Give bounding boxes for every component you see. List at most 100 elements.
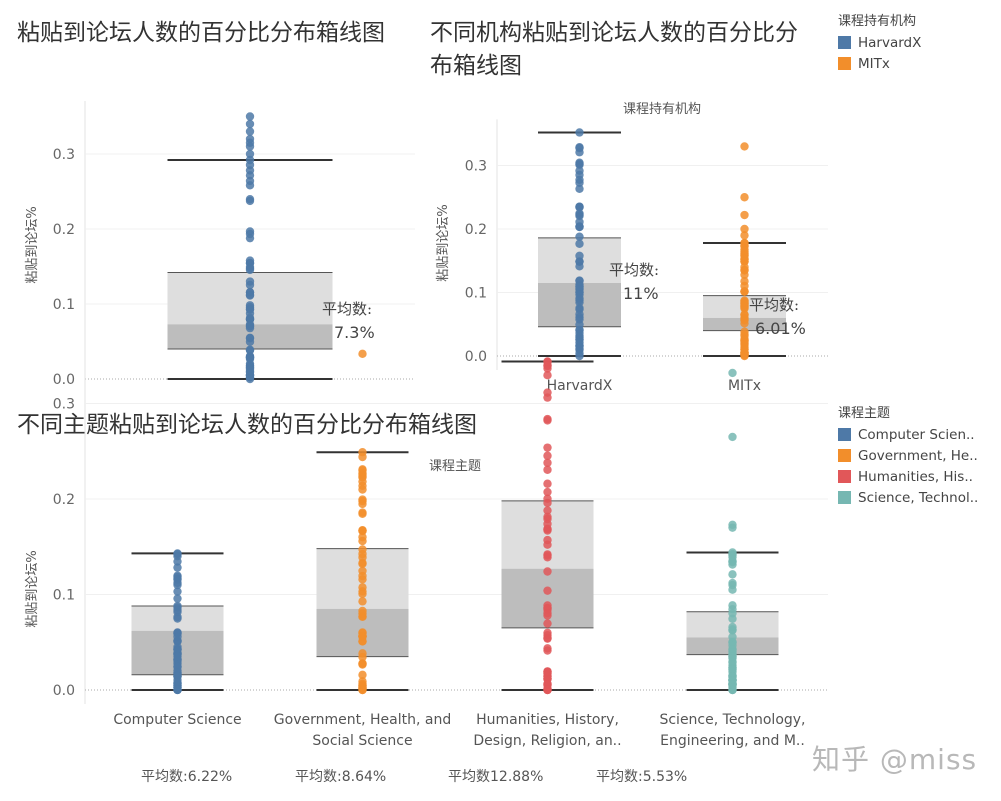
points-0 (575, 128, 584, 361)
legend-item-science[interactable]: Science, Technol.. (838, 487, 978, 508)
data-point (358, 670, 367, 680)
data-point (575, 203, 584, 212)
legend-label: Computer Scien.. (858, 426, 975, 443)
data-point (358, 509, 367, 518)
data-point (543, 540, 552, 549)
data-point (543, 567, 552, 576)
data-point (173, 644, 182, 654)
legend-item-humanities[interactable]: Humanities, His.. (838, 466, 978, 487)
data-point (543, 631, 552, 640)
data-point (728, 685, 737, 695)
data-point (543, 601, 552, 610)
data-point (543, 608, 552, 618)
data-point (358, 536, 367, 546)
data-point (358, 589, 367, 599)
data-point (740, 327, 749, 336)
data-point (543, 619, 552, 628)
data-point (543, 479, 552, 488)
points-3 (728, 368, 737, 695)
legend-swatch (838, 470, 851, 483)
chart-panel-2: 0.0 0.1 0.2 0.3 粘贴到论坛% 课程主题 Computer Science Go… (25, 338, 828, 749)
data-point (543, 506, 552, 515)
data-point (575, 239, 584, 248)
data-point (245, 265, 255, 275)
data-point (740, 302, 749, 311)
data-point (245, 346, 255, 355)
mean-value: 7.3% (334, 323, 375, 342)
data-point (575, 128, 584, 137)
data-point (575, 175, 584, 185)
data-point (740, 251, 749, 261)
data-point (728, 520, 737, 529)
data-point (173, 652, 182, 661)
data-point (358, 566, 367, 576)
data-point (245, 291, 255, 300)
data-point (575, 338, 584, 347)
data-point (728, 548, 737, 557)
data-point (575, 288, 584, 297)
data-point (543, 393, 552, 402)
legend-label: MITx (858, 55, 890, 72)
legend-swatch (838, 36, 851, 49)
data-point (173, 612, 182, 622)
legend-item-mitx[interactable]: MITx (838, 53, 921, 74)
y-tick-label: 0.2 (53, 492, 75, 508)
mean-value: 11% (623, 284, 659, 303)
x-tick-label: MITx (728, 378, 761, 394)
mean-label-government: 平均数:8.64% (295, 769, 387, 785)
x-tick-label: Government, Health, and (274, 712, 451, 728)
data-point (740, 193, 749, 202)
data-point (358, 559, 367, 569)
data-point (728, 560, 737, 569)
data-point (173, 685, 182, 695)
data-point (173, 605, 182, 615)
y-tick-label: 0.0 (53, 683, 75, 699)
x-tick-label: HarvardX (547, 378, 613, 394)
chart-title-overall: 粘贴到论坛人数的百分比分布箱线图 (17, 20, 385, 46)
data-point (245, 233, 255, 243)
x-axis-label: 课程持有机构 (623, 102, 701, 117)
legend-label: HarvardX (858, 34, 922, 51)
data-point (245, 374, 255, 384)
data-point (575, 210, 584, 219)
points-0 (173, 549, 182, 695)
data-point (740, 142, 749, 151)
data-point (245, 119, 255, 129)
data-point (728, 652, 737, 662)
data-point (575, 143, 584, 153)
data-point (245, 333, 255, 343)
data-point (728, 632, 737, 642)
x-axis-label: 课程主题 (429, 459, 481, 474)
y-tick-label: 0.3 (53, 147, 75, 163)
y-tick-label: 0.3 (465, 159, 487, 175)
data-point (740, 238, 749, 248)
data-point (740, 266, 749, 275)
data-point (245, 181, 255, 190)
data-point (173, 563, 182, 572)
x-tick-label: Humanities, History, (476, 712, 619, 728)
mean-label: 平均数: (609, 261, 659, 279)
mean-label-science: 平均数:5.53% (596, 769, 688, 785)
chart-panel-1: 0.0 0.1 0.2 0.3 粘贴到论坛% 课程持有机构 HarvardX 平均数: 11% M… (436, 102, 828, 394)
data-point (245, 171, 255, 180)
points-1 (740, 142, 749, 361)
data-point (728, 432, 737, 442)
data-point (173, 575, 182, 584)
x-tick-label: Engineering, and M.. (660, 733, 805, 749)
y-axis-label: 粘贴到论坛% (436, 204, 451, 281)
legend-item-harvardx[interactable]: HarvardX (838, 32, 921, 53)
data-point (543, 646, 552, 655)
data-point (543, 458, 552, 467)
data-point (173, 678, 182, 687)
legend-item-government[interactable]: Government, He.. (838, 445, 978, 466)
data-point (173, 594, 182, 603)
legend-item-computer-science[interactable]: Computer Scien.. (838, 424, 978, 445)
data-point (245, 321, 255, 331)
data-point (543, 414, 552, 424)
data-point (358, 465, 367, 474)
data-point (358, 477, 367, 486)
y-axis-label: 粘贴到论坛% (25, 206, 40, 283)
data-point (543, 357, 552, 366)
mean-label: 平均数: (322, 300, 372, 318)
